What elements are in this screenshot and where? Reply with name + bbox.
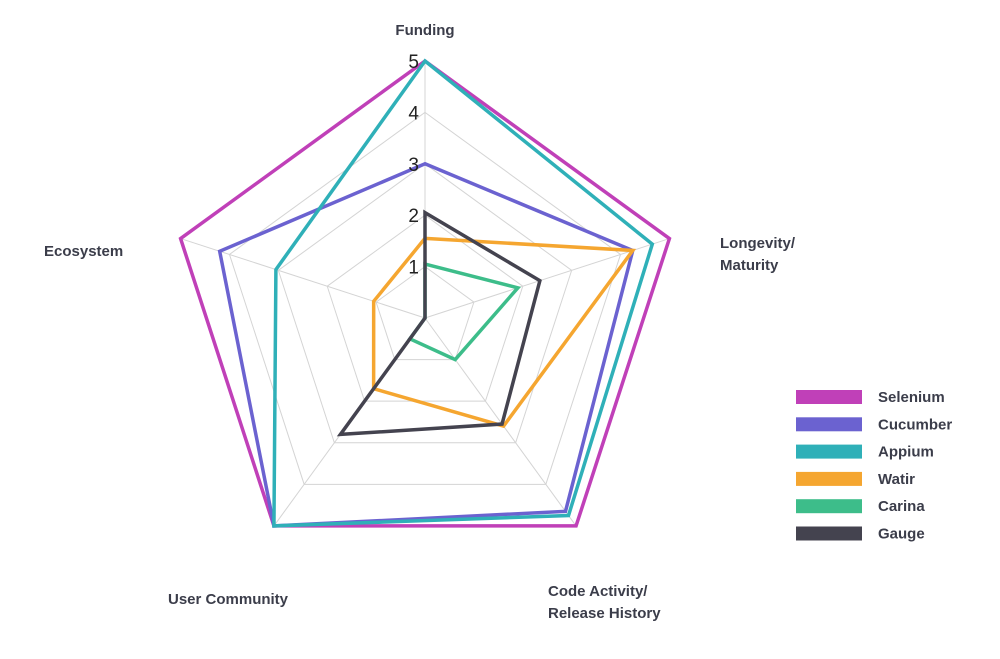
legend-swatch-selenium [796, 390, 862, 404]
axis-label-line: Release History [548, 605, 661, 622]
grid-ring-3 [277, 163, 573, 444]
grid-spoke-2 [424, 317, 577, 527]
legend: Selenium Cucumber Appium Watir Carina Gauge [796, 389, 952, 543]
series-gauge [336, 209, 542, 437]
legend-swatch-cucumber [796, 417, 862, 432]
legend-label-appium: Appium [878, 444, 934, 461]
axis-label-line: Ecosystem [44, 243, 123, 260]
axis-label-line: Longevity/ [720, 235, 796, 252]
axis-label-line: Maturity [720, 257, 779, 274]
grid-ring-2 [326, 214, 524, 402]
grid-spoke-4 [180, 238, 426, 319]
legend-label-carina: Carina [878, 498, 925, 515]
legend-label-watir: Watir [878, 471, 915, 488]
tick-label-4: 4 [408, 103, 419, 124]
legend-swatch-carina [796, 499, 862, 514]
axis-label-line: Funding [395, 22, 454, 39]
series-selenium [178, 58, 672, 528]
axis-label-1: Longevity/Maturity [720, 235, 796, 274]
legend-swatch-appium [796, 444, 862, 459]
axis-label-2: Code Activity/Release History [548, 583, 661, 622]
tick-label-5: 5 [408, 52, 419, 73]
series-appium [272, 58, 655, 528]
tick-label-1: 1 [408, 258, 419, 279]
axis-label-0: Funding [395, 22, 454, 39]
axis-label-3: User Community [168, 591, 289, 608]
series-watir [371, 236, 637, 429]
axis-label-line: Code Activity/ [548, 583, 648, 600]
radar-axis-labels: Funding Longevity/Maturity Code Activity/R… [44, 22, 796, 622]
legend-label-selenium: Selenium [878, 389, 945, 406]
tick-label-3: 3 [408, 155, 419, 176]
legend-swatch-watir [796, 471, 862, 486]
axis-label-4: Ecosystem [44, 243, 123, 260]
series-cucumber [217, 161, 635, 528]
legend-label-gauge: Gauge [878, 526, 925, 543]
axis-label-line: User Community [168, 591, 289, 608]
tick-label-2: 2 [408, 206, 419, 227]
radar-tick-labels: 1 2 3 4 5 [408, 52, 419, 279]
radar-series [178, 58, 672, 528]
legend-swatch-gauge [796, 526, 862, 541]
grid-ring-1 [375, 265, 475, 361]
legend-label-cucumber: Cucumber [878, 416, 952, 433]
